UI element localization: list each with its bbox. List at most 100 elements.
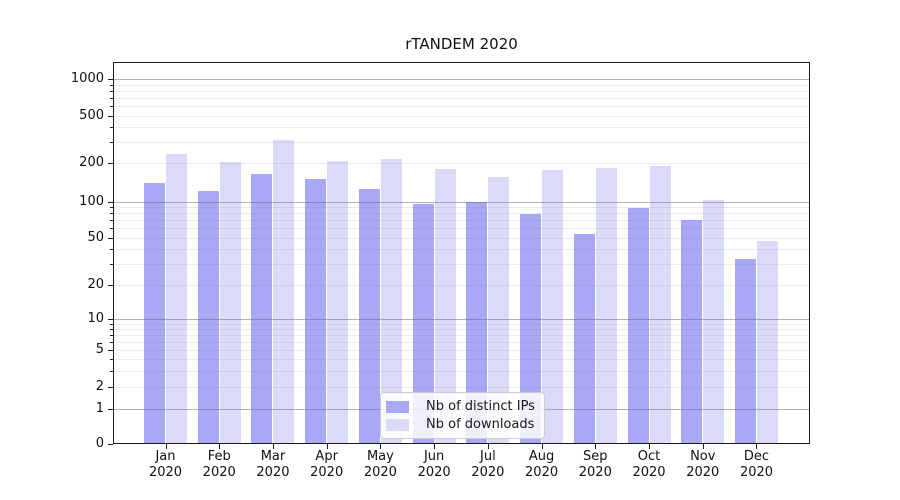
y-tick-label: 500 — [79, 107, 104, 123]
legend-item-distinct-ips: Nb of distinct IPs — [386, 399, 537, 414]
x-tick-mark — [595, 444, 597, 449]
legend-swatch-downloads — [386, 418, 409, 431]
bar-downloads-jul — [488, 177, 510, 444]
y-tick-mark — [108, 115, 113, 117]
minor-gridline — [114, 359, 809, 360]
y-tick-mark — [108, 444, 113, 445]
y-minor-tick — [110, 105, 113, 107]
y-tick-mark — [108, 237, 113, 239]
x-tick-mark — [380, 444, 382, 449]
y-minor-tick — [110, 263, 113, 265]
y-minor-tick — [110, 141, 113, 143]
y-minor-tick — [110, 334, 113, 336]
bar-distinct-ips-jun — [412, 203, 434, 444]
x-tick-label-may: May 2020 — [363, 449, 397, 480]
y-tick-mark — [108, 79, 113, 80]
bar-distinct-ips-apr — [305, 178, 327, 444]
y-tick-label: 5 — [95, 342, 104, 357]
y-tick-mark — [108, 284, 113, 286]
y-tick-label: 1 — [95, 400, 104, 416]
x-tick-label-jun: Jun 2020 — [417, 449, 451, 480]
minor-gridline — [114, 213, 809, 215]
x-tick-mark — [165, 444, 167, 449]
bar-downloads-dec — [756, 240, 778, 444]
bar-distinct-ips-aug — [520, 213, 542, 444]
minor-gridline — [114, 387, 809, 388]
x-tick-label-jan: Jan 2020 — [148, 449, 183, 480]
minor-gridline — [114, 105, 809, 107]
y-tick-label: 10 — [87, 311, 104, 326]
legend-swatch-distinct-ips — [386, 400, 409, 413]
major-gridline — [114, 201, 809, 203]
x-tick-label-oct: Oct 2020 — [632, 449, 666, 480]
y-minor-tick — [110, 97, 113, 99]
minor-gridline — [114, 370, 809, 372]
y-tick-label: 200 — [79, 155, 104, 170]
bar-distinct-ips-feb — [197, 191, 219, 444]
bar-distinct-ips-jul — [466, 201, 488, 444]
x-tick-mark — [219, 444, 221, 449]
minor-gridline — [114, 334, 809, 336]
minor-gridline — [114, 206, 809, 208]
minor-gridline — [114, 141, 809, 143]
y-minor-tick — [110, 228, 113, 230]
bar-distinct-ips-may — [358, 189, 380, 444]
minor-gridline — [114, 263, 809, 265]
x-tick-label-sep: Sep 2020 — [578, 449, 612, 480]
minor-gridline — [114, 90, 809, 92]
minor-gridline — [114, 115, 809, 117]
legend-item-downloads: Nb of downloads — [386, 417, 537, 432]
x-tick-label-dec: Dec 2020 — [739, 449, 774, 480]
bar-distinct-ips-jan — [144, 182, 165, 444]
x-tick-label-jul: Jul 2020 — [471, 449, 505, 480]
minor-gridline — [114, 350, 809, 351]
minor-gridline — [114, 323, 809, 325]
y-tick-label: 50 — [87, 229, 104, 245]
x-tick-mark — [272, 444, 274, 449]
bar-downloads-feb — [219, 161, 241, 444]
y-minor-tick — [110, 220, 113, 222]
minor-gridline — [114, 97, 809, 99]
y-minor-tick — [110, 127, 113, 129]
bar-downloads-apr — [327, 160, 349, 444]
y-minor-tick — [110, 370, 113, 372]
y-tick-mark — [108, 387, 113, 388]
minor-gridline — [114, 237, 809, 239]
x-tick-mark — [649, 444, 651, 449]
y-tick-mark — [108, 408, 113, 410]
bar-distinct-ips-nov — [681, 220, 703, 444]
y-minor-tick — [110, 323, 113, 325]
major-gridline — [114, 319, 809, 320]
chart-title: rTANDEM 2020 — [405, 35, 518, 53]
x-tick-mark — [756, 444, 758, 449]
bar-downloads-nov — [703, 200, 725, 444]
bar-distinct-ips-dec — [734, 258, 756, 444]
x-tick-label-apr: Apr 2020 — [310, 449, 344, 480]
y-tick-mark — [108, 163, 113, 164]
minor-gridline — [114, 328, 809, 330]
x-tick-mark — [702, 444, 704, 449]
minor-gridline — [114, 341, 809, 343]
bar-downloads-jun — [434, 168, 456, 444]
y-minor-tick — [110, 328, 113, 330]
y-minor-tick — [110, 359, 113, 360]
y-tick-label: 100 — [79, 193, 104, 209]
bar-distinct-ips-oct — [627, 208, 649, 444]
x-tick-label-feb: Feb 2020 — [202, 449, 236, 480]
bar-downloads-oct — [649, 165, 671, 444]
bar-distinct-ips-mar — [251, 173, 273, 444]
y-minor-tick — [110, 341, 113, 343]
y-minor-tick — [110, 206, 113, 208]
x-tick-label-aug: Aug 2020 — [525, 449, 559, 480]
x-tick-mark — [487, 444, 489, 449]
x-tick-label-mar: Mar 2020 — [256, 449, 290, 480]
minor-gridline — [114, 220, 809, 222]
x-tick-mark — [541, 444, 543, 449]
legend-box: Nb of distinct IPs Nb of downloads — [380, 392, 545, 439]
bar-downloads-may — [380, 159, 402, 444]
x-tick-label-nov: Nov 2020 — [686, 449, 720, 480]
bar-downloads-jan — [166, 153, 187, 444]
bar-downloads-mar — [273, 140, 295, 444]
y-minor-tick — [110, 248, 113, 250]
